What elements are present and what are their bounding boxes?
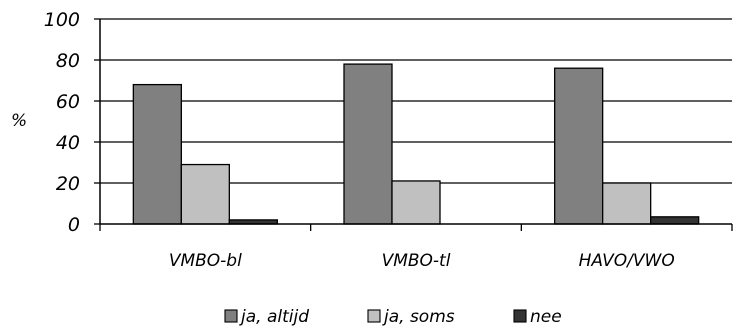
y-tick-label: 40 (56, 132, 80, 154)
y-tick-label: 20 (56, 173, 80, 195)
bar (391, 180, 441, 225)
bar (602, 182, 652, 225)
category-labels: VMBO-bl VMBO-tl HAVO/VWO (169, 251, 675, 271)
x-tick-label: HAVO/VWO (579, 251, 675, 271)
gridlines (100, 18, 732, 184)
bar (650, 216, 700, 225)
bar (132, 83, 182, 225)
legend-label: ja, soms (382, 307, 455, 327)
y-tick-labels: 0 20 40 60 80 100 (44, 9, 80, 236)
y-tick-label: 60 (56, 91, 80, 113)
bar (554, 67, 604, 225)
x-tick-label: VMBO-tl (382, 251, 451, 271)
y-axis-label: % (11, 111, 27, 131)
bars (132, 63, 700, 225)
legend-label: ja, altijd (239, 307, 309, 327)
legend-swatch (513, 309, 527, 323)
legend-swatch (224, 309, 238, 323)
legend-swatch (367, 309, 381, 323)
y-tick-label: 0 (68, 214, 80, 236)
x-tick-label: VMBO-bl (169, 251, 242, 271)
bar (180, 163, 230, 225)
axes (94, 18, 733, 231)
y-tick-label: 80 (56, 50, 80, 72)
legend-label: nee (530, 307, 562, 327)
y-tick-label: 100 (44, 9, 80, 31)
legend: ja, altijd ja, soms nee (224, 307, 562, 327)
bar (343, 63, 393, 225)
